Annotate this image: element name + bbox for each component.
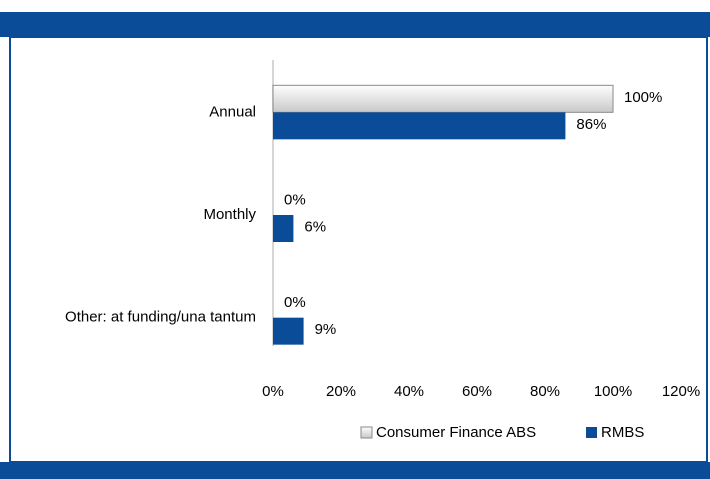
x-tick-label: 20% bbox=[326, 383, 356, 400]
footer-band bbox=[0, 462, 710, 479]
value-label: 6% bbox=[304, 218, 326, 235]
value-label: 0% bbox=[284, 294, 306, 311]
value-label: 86% bbox=[576, 116, 606, 133]
legend-swatch bbox=[586, 427, 597, 438]
legend-swatch bbox=[360, 426, 373, 439]
x-tick-label: 0% bbox=[262, 383, 284, 400]
bar bbox=[273, 317, 304, 345]
bar bbox=[272, 84, 614, 113]
x-tick-label: 100% bbox=[594, 383, 632, 400]
x-tick-label: 120% bbox=[662, 383, 700, 400]
legend-label: RMBS bbox=[601, 424, 644, 441]
value-label: 0% bbox=[284, 191, 306, 208]
x-tick-label: 80% bbox=[530, 383, 560, 400]
legend-label: Consumer Finance ABS bbox=[376, 424, 536, 441]
category-label: Other: at funding/una tantum bbox=[65, 309, 256, 326]
category-label: Monthly bbox=[203, 206, 256, 223]
category-label: Annual bbox=[209, 103, 256, 120]
x-tick-label: 60% bbox=[462, 383, 492, 400]
value-label: 100% bbox=[624, 89, 662, 106]
header-band bbox=[0, 12, 710, 37]
value-label: 9% bbox=[315, 321, 337, 338]
x-tick-label: 40% bbox=[394, 383, 424, 400]
bar bbox=[273, 112, 566, 140]
bar bbox=[273, 215, 294, 242]
frame bbox=[9, 36, 708, 463]
